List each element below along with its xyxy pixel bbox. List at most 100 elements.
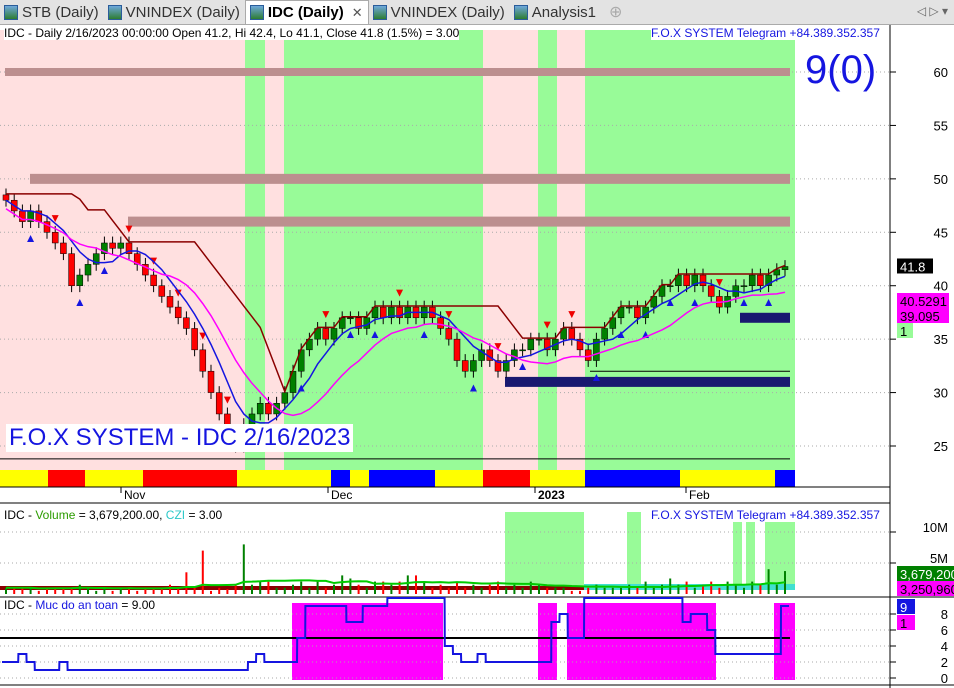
sell-arrow: ▼ bbox=[49, 211, 61, 225]
resistance-bar bbox=[5, 68, 790, 76]
close-price-label: 41.8 bbox=[900, 259, 925, 274]
safety-value: = 9.00 bbox=[118, 598, 156, 612]
trend-strip-segment bbox=[237, 470, 331, 487]
y-tick-label: 5M bbox=[930, 551, 948, 566]
buy-arrow: ▲ bbox=[295, 381, 307, 395]
sell-arrow: ▼ bbox=[566, 307, 578, 321]
buy-arrow: ▲ bbox=[369, 327, 381, 341]
y-tick-label: 50 bbox=[934, 172, 948, 187]
candle bbox=[478, 349, 485, 361]
candle bbox=[535, 338, 543, 341]
candle bbox=[199, 349, 207, 372]
volume-value: = 3,679,200.00, bbox=[75, 508, 166, 522]
zone-green bbox=[538, 30, 557, 470]
y-tick-label: 10M bbox=[923, 520, 948, 535]
buy-arrow: ▲ bbox=[98, 263, 110, 277]
buy-arrow: ▲ bbox=[467, 381, 479, 395]
volume-average-label-bg bbox=[897, 581, 954, 596]
candle bbox=[666, 285, 674, 287]
telegram-label-volume: F.O.X SYSTEM Telegram +84.389.352.357 bbox=[651, 508, 880, 522]
candle bbox=[740, 285, 748, 287]
stop-line bbox=[6, 193, 786, 394]
candle bbox=[142, 264, 149, 276]
y-tick-label: 30 bbox=[934, 386, 948, 401]
telegram-label: F.O.X SYSTEM Telegram +84.389.352.357 bbox=[651, 26, 880, 40]
tab-label: VNINDEX (Daily) bbox=[125, 3, 240, 21]
close-price-label-bg bbox=[897, 258, 933, 274]
tab-2[interactable]: IDC (Daily) ✕ bbox=[244, 0, 369, 24]
czi-strip bbox=[0, 586, 795, 590]
trend-strip-segment bbox=[331, 470, 350, 487]
czi-label: CZI bbox=[165, 508, 186, 522]
candle bbox=[60, 242, 67, 254]
candle bbox=[568, 328, 576, 340]
candle bbox=[388, 306, 395, 319]
candle bbox=[101, 242, 108, 254]
candle bbox=[281, 392, 289, 404]
line1-value-label: 40.5291 bbox=[900, 294, 947, 309]
czi-value: = 3.00 bbox=[185, 508, 223, 522]
candle bbox=[781, 266, 789, 270]
candle bbox=[84, 264, 92, 276]
trend-line bbox=[5, 199, 786, 424]
new-tab-icon[interactable]: ⊕ bbox=[609, 4, 623, 21]
safety-label: Muc do an toan bbox=[35, 598, 119, 612]
count-label: 1 bbox=[900, 324, 907, 339]
buy-arrow: ▲ bbox=[344, 327, 356, 341]
tab-scroll-arrows[interactable]: ◁ ▷ ▾ bbox=[916, 4, 948, 18]
moving-average-line bbox=[5, 208, 786, 417]
trend-strip-segment bbox=[350, 470, 369, 487]
y-tick-label: 6 bbox=[941, 623, 948, 638]
tab-4[interactable]: Analysis1 bbox=[510, 0, 601, 24]
buy-arrow: ▲ bbox=[763, 295, 775, 309]
candle bbox=[2, 194, 10, 201]
candle bbox=[150, 274, 157, 286]
volume-label: Volume bbox=[35, 508, 76, 522]
tab-0[interactable]: STB (Daily) bbox=[0, 0, 104, 24]
buy-arrow: ▲ bbox=[25, 231, 37, 245]
candle bbox=[396, 306, 403, 319]
date-label: Feb bbox=[689, 488, 710, 502]
candle bbox=[191, 328, 198, 351]
line2-value-label: 39.095 bbox=[900, 309, 940, 324]
trend-strip-segment bbox=[680, 470, 775, 487]
date-label: 2023 bbox=[538, 488, 565, 502]
tab-1[interactable]: VNINDEX (Daily) bbox=[104, 0, 245, 24]
tab-bar: STB (Daily) VNINDEX (Daily) IDC (Daily) ✕ VN… bbox=[0, 0, 954, 25]
zone-green bbox=[746, 512, 755, 588]
safety-header: IDC - Muc do an toan = 9.00 bbox=[4, 598, 155, 612]
zone-green bbox=[585, 30, 795, 470]
trend-strip-segment bbox=[585, 470, 680, 487]
y-tick-label: 8 bbox=[941, 607, 948, 622]
tab-3[interactable]: VNINDEX (Daily) bbox=[369, 0, 510, 24]
sell-arrow: ▼ bbox=[541, 318, 553, 332]
candle bbox=[519, 349, 526, 352]
close-icon[interactable]: ✕ bbox=[351, 4, 363, 20]
buy-arrow: ▲ bbox=[418, 327, 430, 341]
candle bbox=[125, 242, 133, 254]
chart-icon bbox=[107, 4, 122, 20]
zone-magenta bbox=[774, 603, 795, 680]
candle bbox=[470, 360, 477, 372]
candle bbox=[453, 338, 461, 361]
candle bbox=[117, 242, 125, 249]
y-tick-label: 35 bbox=[934, 332, 948, 347]
candle bbox=[691, 274, 699, 286]
candle bbox=[707, 285, 715, 297]
chart-icon bbox=[513, 4, 528, 20]
volume-value-label: 3,679,200 bbox=[900, 567, 954, 582]
candle bbox=[502, 360, 510, 372]
candle bbox=[748, 274, 756, 286]
chart-icon bbox=[372, 4, 387, 20]
volume-average-label: 3,250,960 bbox=[900, 582, 954, 597]
chart-area[interactable]: 6055504540353025▲▼▲▲▼▼▼▼▼▲▲▲▼▲▲▼▲▼▲▼▲▼▼▲… bbox=[0, 25, 954, 688]
safety-other-label-bg bbox=[897, 615, 915, 630]
candle bbox=[347, 317, 354, 320]
trend-strip-segment bbox=[483, 470, 530, 487]
candle bbox=[109, 242, 116, 249]
candle bbox=[593, 338, 600, 361]
y-tick-label: 45 bbox=[934, 225, 948, 240]
symbol: IDC - bbox=[4, 508, 36, 522]
candle bbox=[207, 370, 215, 393]
y-tick-label: 4 bbox=[941, 639, 948, 654]
